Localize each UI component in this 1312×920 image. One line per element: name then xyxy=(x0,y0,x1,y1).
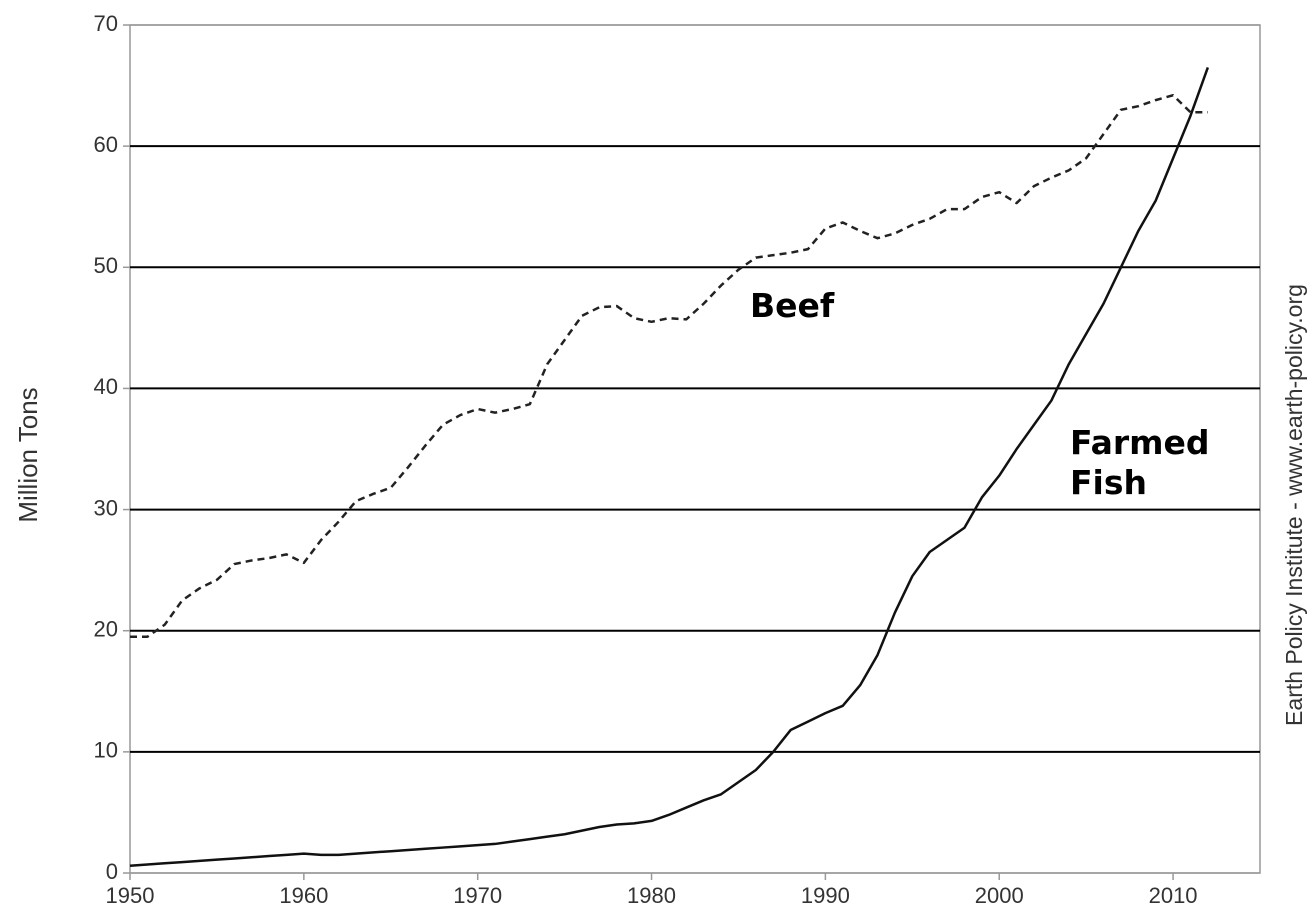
y-axis-label: Million Tons xyxy=(13,387,43,522)
y-tick-label: 10 xyxy=(94,738,118,763)
series-line xyxy=(129,66,1210,867)
x-tick-label: 1970 xyxy=(453,883,502,908)
y-tick-label: 50 xyxy=(94,253,118,278)
x-tick-label: 1990 xyxy=(801,883,850,908)
x-tick-label: 1950 xyxy=(106,883,155,908)
x-tick-label: 1980 xyxy=(627,883,676,908)
y-tick-label: 70 xyxy=(94,11,118,36)
y-tick-label: 20 xyxy=(94,617,118,642)
y-tick-label: 0 xyxy=(106,859,118,884)
y-tick-label: 40 xyxy=(94,374,118,399)
source-note: Earth Policy Institute - www.earth-polic… xyxy=(1281,284,1307,726)
series-label: Beef xyxy=(750,286,835,325)
series-line xyxy=(130,94,1208,639)
y-tick-label: 30 xyxy=(94,495,118,520)
series-label: Farmed Fish xyxy=(1070,423,1210,502)
x-tick-label: 2010 xyxy=(1149,883,1198,908)
y-tick-label: 60 xyxy=(94,132,118,157)
x-tick-label: 2000 xyxy=(975,883,1024,908)
x-tick-label: 1960 xyxy=(279,883,328,908)
